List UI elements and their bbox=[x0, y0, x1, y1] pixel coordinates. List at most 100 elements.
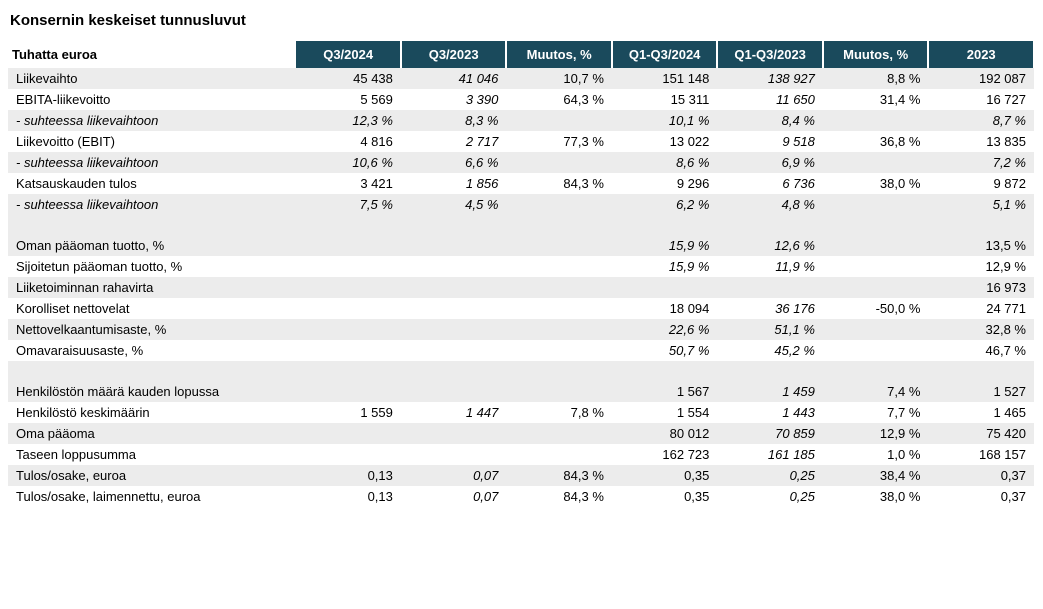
table-cell: 16 727 bbox=[928, 89, 1034, 110]
table-cell: 0,07 bbox=[401, 486, 507, 507]
row-label: Sijoitetun pääoman tuotto, % bbox=[8, 256, 295, 277]
table-cell bbox=[717, 215, 823, 235]
table-cell bbox=[506, 340, 612, 361]
header-col: Muutos, % bbox=[823, 41, 929, 68]
table-cell: 15 311 bbox=[612, 89, 718, 110]
table-cell: 12,6 % bbox=[717, 235, 823, 256]
table-cell: 24 771 bbox=[928, 298, 1034, 319]
table-row: Liiketoiminnan rahavirta16 973 bbox=[8, 277, 1034, 298]
table-cell: 151 148 bbox=[612, 68, 718, 89]
table-cell: 77,3 % bbox=[506, 131, 612, 152]
row-label: Henkilöstön määrä kauden lopussa bbox=[8, 381, 295, 402]
table-cell: 13,5 % bbox=[928, 235, 1034, 256]
table-cell: 45,2 % bbox=[717, 340, 823, 361]
table-cell: 84,3 % bbox=[506, 465, 612, 486]
table-cell: 12,9 % bbox=[823, 423, 929, 444]
row-label: Liiketoiminnan rahavirta bbox=[8, 277, 295, 298]
table-cell: 1 465 bbox=[928, 402, 1034, 423]
table-cell bbox=[295, 256, 401, 277]
table-cell bbox=[401, 340, 507, 361]
table-cell: 9 518 bbox=[717, 131, 823, 152]
table-cell bbox=[295, 444, 401, 465]
header-col: 2023 bbox=[928, 41, 1034, 68]
table-cell: 46,7 % bbox=[928, 340, 1034, 361]
table-cell bbox=[506, 361, 612, 381]
table-cell bbox=[401, 277, 507, 298]
table-cell bbox=[612, 361, 718, 381]
header-col: Q1-Q3/2024 bbox=[612, 41, 718, 68]
table-cell: 0,25 bbox=[717, 486, 823, 507]
table-row: - suhteessa liikevaihtoon10,6 %6,6 %8,6 … bbox=[8, 152, 1034, 173]
table-cell: 84,3 % bbox=[506, 173, 612, 194]
table-cell bbox=[506, 298, 612, 319]
table-cell: 12,9 % bbox=[928, 256, 1034, 277]
table-cell bbox=[823, 319, 929, 340]
table-cell: 0,35 bbox=[612, 486, 718, 507]
table-cell: 7,5 % bbox=[295, 194, 401, 215]
table-cell: 10,7 % bbox=[506, 68, 612, 89]
table-cell: 5,1 % bbox=[928, 194, 1034, 215]
table-cell bbox=[295, 277, 401, 298]
table-cell: 38,4 % bbox=[823, 465, 929, 486]
table-cell bbox=[401, 444, 507, 465]
table-cell: 12,3 % bbox=[295, 110, 401, 131]
table-cell: 31,4 % bbox=[823, 89, 929, 110]
table-cell bbox=[823, 215, 929, 235]
table-cell: 0,35 bbox=[612, 465, 718, 486]
table-cell: 0,13 bbox=[295, 465, 401, 486]
table-body: Liikevaihto45 43841 04610,7 %151 148138 … bbox=[8, 68, 1034, 507]
table-cell bbox=[928, 361, 1034, 381]
table-cell: 38,0 % bbox=[823, 486, 929, 507]
table-cell bbox=[295, 423, 401, 444]
table-cell: 5 569 bbox=[295, 89, 401, 110]
table-cell: 4,5 % bbox=[401, 194, 507, 215]
table-cell bbox=[295, 215, 401, 235]
row-label: Katsauskauden tulos bbox=[8, 173, 295, 194]
table-cell: 3 390 bbox=[401, 89, 507, 110]
row-label: - suhteessa liikevaihtoon bbox=[8, 152, 295, 173]
table-cell bbox=[295, 235, 401, 256]
row-label: Liikevoitto (EBIT) bbox=[8, 131, 295, 152]
row-label: - suhteessa liikevaihtoon bbox=[8, 194, 295, 215]
table-cell bbox=[295, 381, 401, 402]
table-cell: 70 859 bbox=[717, 423, 823, 444]
table-cell: 1 567 bbox=[612, 381, 718, 402]
table-cell: 7,2 % bbox=[928, 152, 1034, 173]
table-cell: 1 443 bbox=[717, 402, 823, 423]
table-row: Sijoitetun pääoman tuotto, %15,9 %11,9 %… bbox=[8, 256, 1034, 277]
table-cell: 15,9 % bbox=[612, 235, 718, 256]
header-col: Muutos, % bbox=[506, 41, 612, 68]
table-cell: 4,8 % bbox=[717, 194, 823, 215]
table-cell: 1 856 bbox=[401, 173, 507, 194]
table-cell bbox=[506, 444, 612, 465]
table-cell bbox=[401, 423, 507, 444]
header-col: Q1-Q3/2023 bbox=[717, 41, 823, 68]
table-row: Oma pääoma80 01270 85912,9 %75 420 bbox=[8, 423, 1034, 444]
table-cell: 11,9 % bbox=[717, 256, 823, 277]
table-cell: 7,7 % bbox=[823, 402, 929, 423]
table-cell: 8,7 % bbox=[928, 110, 1034, 131]
table-cell: -50,0 % bbox=[823, 298, 929, 319]
row-label: Taseen loppusumma bbox=[8, 444, 295, 465]
table-row: Oman pääoman tuotto, %15,9 %12,6 %13,5 % bbox=[8, 235, 1034, 256]
table-cell bbox=[612, 215, 718, 235]
table-cell bbox=[401, 361, 507, 381]
table-cell bbox=[823, 194, 929, 215]
table-cell: 6,9 % bbox=[717, 152, 823, 173]
table-cell bbox=[928, 215, 1034, 235]
row-label: Oma pääoma bbox=[8, 423, 295, 444]
table-row: Tulos/osake, laimennettu, euroa0,130,078… bbox=[8, 486, 1034, 507]
table-cell: 6,6 % bbox=[401, 152, 507, 173]
table-cell: 1,0 % bbox=[823, 444, 929, 465]
table-cell bbox=[823, 256, 929, 277]
table-cell: 1 459 bbox=[717, 381, 823, 402]
row-label: - suhteessa liikevaihtoon bbox=[8, 110, 295, 131]
table-cell: 162 723 bbox=[612, 444, 718, 465]
table-cell: 10,1 % bbox=[612, 110, 718, 131]
table-cell bbox=[717, 361, 823, 381]
table-cell bbox=[823, 361, 929, 381]
table-cell: 8,6 % bbox=[612, 152, 718, 173]
table-cell: 0,37 bbox=[928, 465, 1034, 486]
table-cell bbox=[401, 256, 507, 277]
table-cell: 7,8 % bbox=[506, 402, 612, 423]
